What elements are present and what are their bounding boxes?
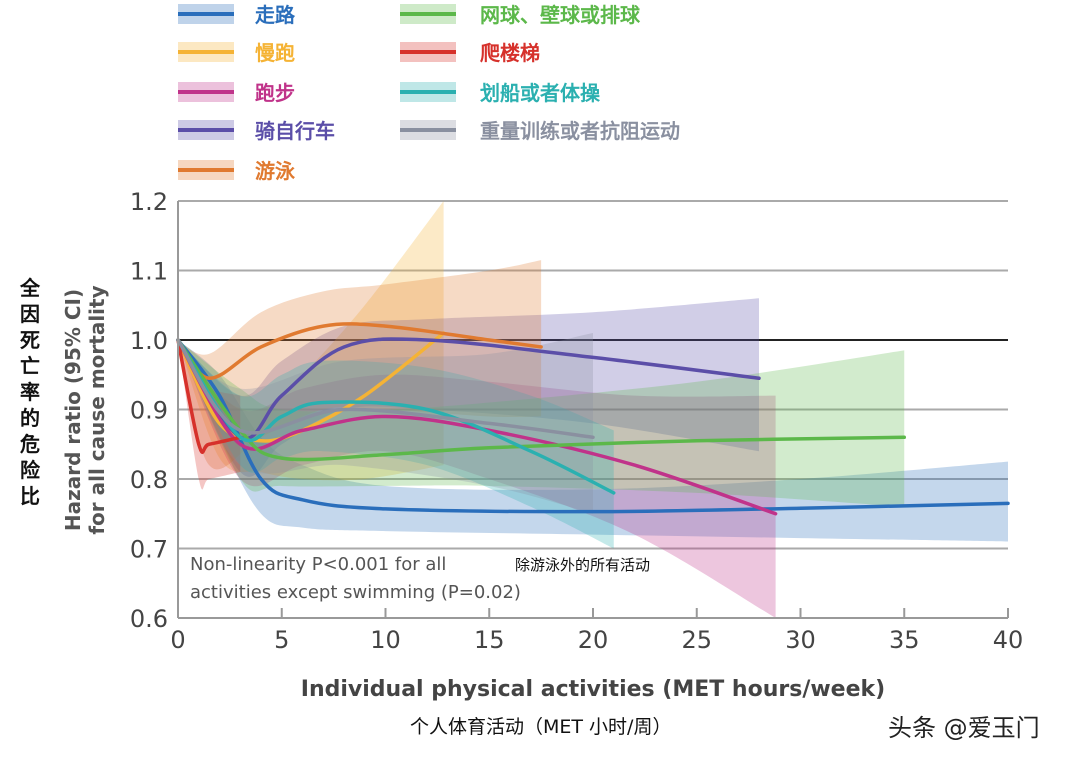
y-tick-label: 0.7 xyxy=(130,536,168,564)
x-tick-label: 5 xyxy=(274,626,289,654)
legend-label: 重量训练或者抗阻运动 xyxy=(480,119,680,143)
ci-band xyxy=(178,340,1008,542)
tick-labels: 0.6 0.7 0.8 0.9 1.0 1.1 1.2 0 5 10 15 20 25 30 35 40 xyxy=(130,188,1023,654)
annotation-cn: 除游泳外的所有活动 xyxy=(515,556,650,574)
legend-label: 跑步 xyxy=(255,81,295,105)
legend-label: 游泳 xyxy=(255,159,296,183)
x-tick-label: 40 xyxy=(993,626,1024,654)
y-axis-label-line1: Hazard ratio (95% CI) xyxy=(61,289,85,531)
y-tick-label: 1.2 xyxy=(130,188,168,216)
y-axis-label-cn: 全因死亡率的危险比 xyxy=(20,276,40,508)
x-tick-label: 20 xyxy=(578,626,609,654)
watermark: 头条 @爱玉门 xyxy=(888,714,1040,742)
series-line xyxy=(176,338,595,440)
series-line xyxy=(176,322,543,380)
ci-band xyxy=(178,298,759,477)
x-tick-label: 15 xyxy=(474,626,505,654)
legend-label: 网球、壁球或排球 xyxy=(480,3,641,27)
series-line xyxy=(176,338,778,516)
y-tick-label: 1.0 xyxy=(130,327,168,355)
legend-label: 爬楼梯 xyxy=(480,41,540,65)
x-tick-label: 25 xyxy=(681,626,712,654)
legend-label: 划船或者体操 xyxy=(480,81,601,105)
x-tick-label: 30 xyxy=(785,626,816,654)
ci-band xyxy=(178,260,542,470)
axes xyxy=(177,201,1009,619)
ci-band xyxy=(178,333,593,514)
x-axis-label-cn: 个人体育活动（MET 小时/周） xyxy=(410,716,672,738)
ci-band xyxy=(178,340,905,507)
y-tick-label: 1.1 xyxy=(130,258,168,286)
series-lines xyxy=(176,322,1010,516)
legend-label: 骑自行车 xyxy=(255,119,335,143)
series-line xyxy=(176,338,242,454)
series-line xyxy=(176,338,616,495)
y-axis-label-line2: for all cause mortality xyxy=(85,285,109,534)
x-tick-label: 10 xyxy=(370,626,401,654)
x-tick-label: 0 xyxy=(170,626,185,654)
x-tick-label: 35 xyxy=(889,626,920,654)
y-tick-label: 0.8 xyxy=(130,466,168,494)
ci-band xyxy=(178,340,776,618)
x-axis-label: Individual physical activities (MET hour… xyxy=(301,677,885,702)
y-tick-label: 0.6 xyxy=(130,605,168,633)
legend-label: 走路 xyxy=(255,3,296,27)
gridlines xyxy=(178,200,1008,550)
legend-label: 慢跑 xyxy=(255,41,295,65)
annotation-line2: activities except swimming (P=0.02) xyxy=(190,582,521,603)
y-tick-label: 0.9 xyxy=(130,397,168,425)
annotation-line1: Non-linearity P<0.001 for all xyxy=(190,554,446,575)
